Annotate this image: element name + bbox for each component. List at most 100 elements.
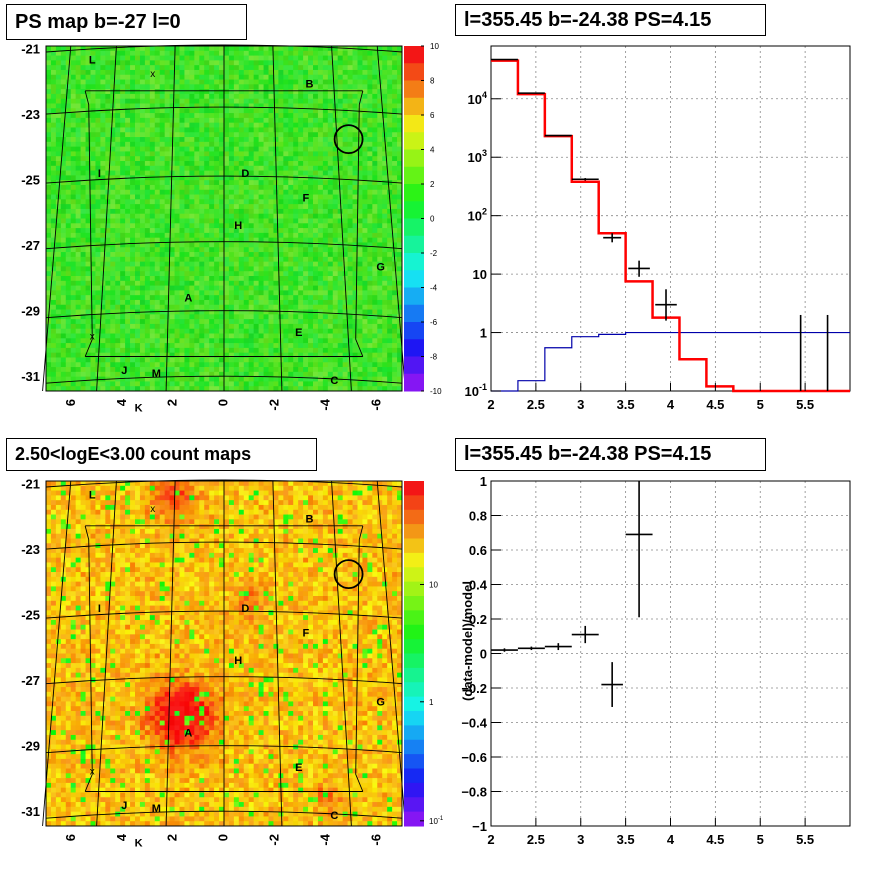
map-pixel xyxy=(194,261,200,267)
map-pixel xyxy=(50,93,57,100)
map-pixel xyxy=(258,290,264,296)
map-pixel xyxy=(95,314,101,320)
map-pixel xyxy=(332,161,339,167)
map-pixel xyxy=(283,113,289,119)
map-pixel xyxy=(367,304,373,310)
map-pixel xyxy=(135,180,141,186)
map-pixel xyxy=(159,309,166,315)
map-pixel xyxy=(60,357,67,363)
map-pixel xyxy=(362,204,368,210)
map-pixel xyxy=(159,69,166,76)
map-pixel xyxy=(130,189,136,195)
map-pixel xyxy=(238,146,245,152)
map-pixel xyxy=(367,127,373,133)
map-pixel xyxy=(293,328,299,334)
map-pixel xyxy=(164,276,171,282)
map-pixel xyxy=(209,328,215,334)
map-pixel xyxy=(317,280,324,286)
map-pixel xyxy=(154,93,161,100)
map-pixel xyxy=(288,242,294,248)
map-pixel xyxy=(317,261,324,267)
map-pixel xyxy=(357,194,363,200)
map-pixel xyxy=(362,290,368,296)
map-pixel xyxy=(50,84,57,90)
map-pixel xyxy=(139,386,146,392)
map-pixel xyxy=(75,60,82,66)
map-pixel xyxy=(233,338,240,344)
map-pixel xyxy=(46,271,52,277)
map-pixel xyxy=(288,165,294,171)
map-pixel xyxy=(337,371,344,378)
map-pixel xyxy=(50,271,57,277)
map-pixel xyxy=(115,376,121,382)
map-pixel xyxy=(298,314,304,320)
map-pixel xyxy=(209,386,215,392)
map-pixel xyxy=(238,266,245,272)
map-pixel xyxy=(283,117,289,124)
map-pixel xyxy=(278,276,284,282)
map-pixel xyxy=(298,165,304,171)
map-pixel xyxy=(268,180,274,186)
map-pixel xyxy=(204,319,210,325)
map-pixel xyxy=(337,98,344,104)
map-pixel xyxy=(283,290,289,296)
map-pixel xyxy=(293,199,299,205)
map-pixel xyxy=(224,161,230,167)
map-pixel xyxy=(115,247,121,253)
map-pixel xyxy=(298,127,304,133)
map-pixel xyxy=(327,151,334,157)
map-pixel xyxy=(283,309,289,315)
map-pixel xyxy=(303,333,309,339)
map-pixel xyxy=(303,189,309,195)
map-pixel xyxy=(159,295,166,301)
map-pixel xyxy=(199,290,205,296)
map-pixel xyxy=(258,323,264,330)
map-pixel xyxy=(189,46,195,52)
map-pixel xyxy=(139,376,146,382)
map-pixel xyxy=(65,223,72,229)
map-pixel xyxy=(50,199,57,205)
map-pixel xyxy=(288,213,294,219)
map-pixel xyxy=(90,338,96,344)
map-pixel xyxy=(100,55,106,61)
map-pixel xyxy=(209,276,215,282)
map-pixel xyxy=(258,252,264,258)
map-pixel xyxy=(75,98,82,104)
map-pixel xyxy=(377,252,383,258)
map-pixel xyxy=(317,194,324,200)
map-pixel xyxy=(298,180,304,186)
map-pixel xyxy=(268,108,274,114)
map-pixel xyxy=(362,55,368,61)
map-pixel xyxy=(357,74,363,80)
map-pixel xyxy=(100,208,106,215)
map-pixel xyxy=(238,204,245,210)
map-pixel xyxy=(387,156,393,162)
map-pixel xyxy=(65,79,72,85)
map-pixel xyxy=(90,252,96,258)
map-pixel xyxy=(125,362,131,368)
map-pixel xyxy=(278,180,284,186)
map-pixel xyxy=(209,333,215,339)
map-pixel xyxy=(263,228,269,234)
map-pixel xyxy=(135,127,141,133)
map-pixel xyxy=(322,228,329,234)
map-pixel xyxy=(60,338,67,344)
map-pixel xyxy=(362,386,368,392)
map-pixel xyxy=(174,194,180,200)
map-pixel xyxy=(308,290,314,296)
map-pixel xyxy=(347,357,353,363)
map-pixel xyxy=(268,151,274,157)
map-pixel xyxy=(382,103,388,109)
map-pixel xyxy=(105,132,111,138)
map-pixel xyxy=(209,256,215,263)
map-pixel xyxy=(50,146,57,152)
map-pixel xyxy=(174,376,180,382)
map-pixel xyxy=(174,352,180,358)
map-pixel xyxy=(174,256,180,263)
map-pixel xyxy=(283,204,289,210)
map-pixel xyxy=(248,309,255,315)
map-pixel xyxy=(149,218,156,224)
map-pixel xyxy=(362,314,368,320)
map-pixel xyxy=(327,117,334,124)
map-pixel xyxy=(90,228,96,234)
